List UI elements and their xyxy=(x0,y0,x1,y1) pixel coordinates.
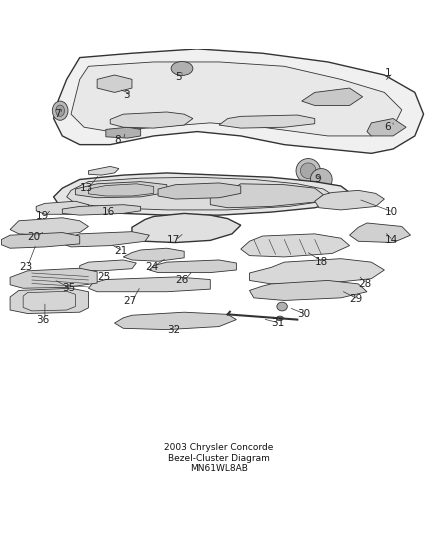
Polygon shape xyxy=(10,218,88,235)
Polygon shape xyxy=(62,205,141,215)
Polygon shape xyxy=(97,75,132,92)
Text: 32: 32 xyxy=(167,325,180,335)
Text: 19: 19 xyxy=(36,212,49,221)
Polygon shape xyxy=(149,260,237,272)
Polygon shape xyxy=(88,277,210,292)
Text: 16: 16 xyxy=(102,207,115,217)
Polygon shape xyxy=(115,312,237,329)
Polygon shape xyxy=(110,112,193,128)
Text: 5: 5 xyxy=(176,72,182,82)
Text: 9: 9 xyxy=(315,174,321,184)
Polygon shape xyxy=(250,280,367,301)
Ellipse shape xyxy=(171,61,193,76)
Polygon shape xyxy=(71,62,402,136)
Polygon shape xyxy=(219,115,315,128)
Polygon shape xyxy=(67,177,332,210)
Text: 21: 21 xyxy=(115,246,128,256)
Polygon shape xyxy=(367,118,406,136)
Polygon shape xyxy=(88,184,154,196)
Polygon shape xyxy=(62,232,149,247)
Polygon shape xyxy=(350,223,410,243)
Text: 3: 3 xyxy=(123,90,130,100)
Polygon shape xyxy=(132,213,241,243)
Polygon shape xyxy=(241,234,350,257)
Text: 35: 35 xyxy=(62,283,76,293)
Ellipse shape xyxy=(311,168,332,190)
Polygon shape xyxy=(302,88,363,106)
Polygon shape xyxy=(88,166,119,175)
Text: 28: 28 xyxy=(358,279,371,289)
Ellipse shape xyxy=(277,302,287,311)
Text: 26: 26 xyxy=(176,276,189,286)
Polygon shape xyxy=(315,190,385,210)
Text: 18: 18 xyxy=(315,257,328,267)
Polygon shape xyxy=(106,127,141,138)
Polygon shape xyxy=(210,184,323,208)
Text: 29: 29 xyxy=(350,294,363,304)
Text: 8: 8 xyxy=(115,135,121,146)
Polygon shape xyxy=(10,268,97,288)
Polygon shape xyxy=(80,260,136,271)
Text: 30: 30 xyxy=(297,309,311,319)
Text: 20: 20 xyxy=(28,232,41,242)
Polygon shape xyxy=(53,173,350,215)
Text: 2003 Chrysler Concorde
Bezel-Cluster Diagram
MN61WL8AB: 2003 Chrysler Concorde Bezel-Cluster Dia… xyxy=(164,443,274,473)
Text: 36: 36 xyxy=(36,314,49,325)
Text: 17: 17 xyxy=(167,236,180,245)
Polygon shape xyxy=(250,259,385,284)
Text: 31: 31 xyxy=(271,318,284,328)
Polygon shape xyxy=(1,232,80,248)
Polygon shape xyxy=(158,183,241,199)
Ellipse shape xyxy=(276,316,283,320)
Polygon shape xyxy=(75,182,167,198)
Text: 25: 25 xyxy=(97,272,110,282)
Polygon shape xyxy=(53,49,424,154)
Text: 13: 13 xyxy=(80,183,93,193)
Text: 7: 7 xyxy=(53,109,60,119)
Text: 24: 24 xyxy=(145,262,158,271)
Ellipse shape xyxy=(56,105,64,116)
Ellipse shape xyxy=(52,101,68,120)
Ellipse shape xyxy=(296,158,321,183)
Text: 27: 27 xyxy=(123,296,137,306)
Polygon shape xyxy=(36,201,88,214)
Polygon shape xyxy=(10,288,88,313)
Polygon shape xyxy=(123,248,184,261)
Text: 14: 14 xyxy=(385,236,398,245)
Text: 10: 10 xyxy=(385,207,398,217)
Text: 6: 6 xyxy=(385,122,391,132)
Ellipse shape xyxy=(300,163,316,179)
Text: 23: 23 xyxy=(19,262,32,271)
Text: 1: 1 xyxy=(385,68,391,78)
